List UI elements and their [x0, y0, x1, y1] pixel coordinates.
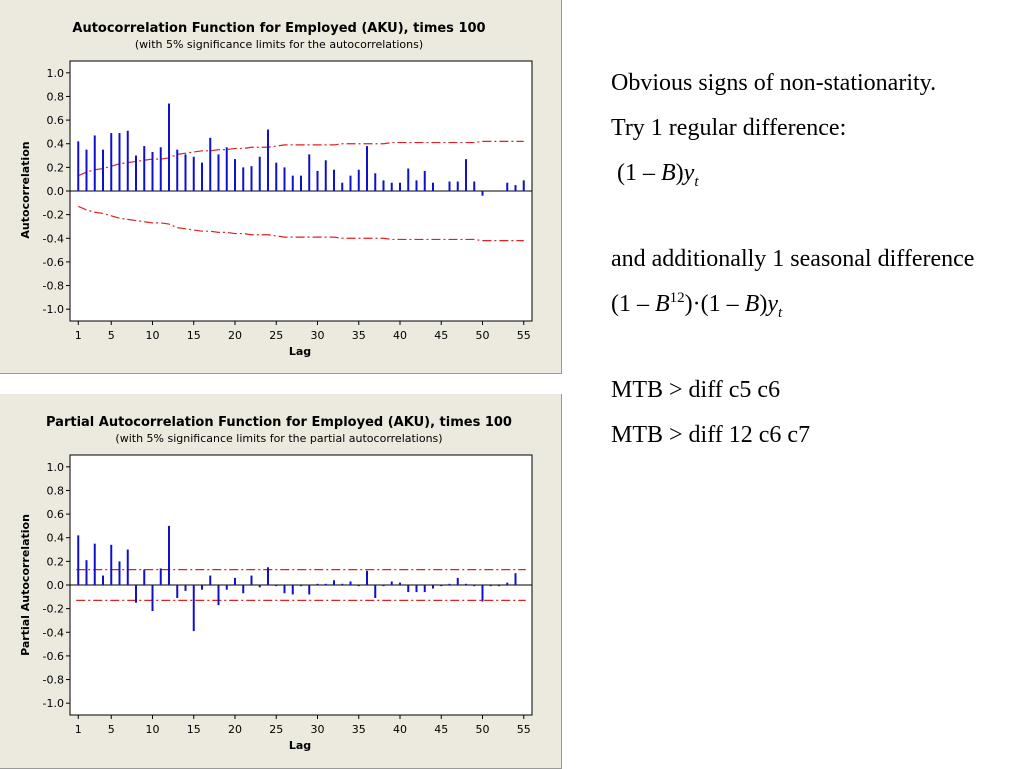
acf-lower-limit-line	[78, 205, 524, 242]
pacf-y-tick-label: -0.8	[43, 674, 64, 687]
acf-chart-panel: Autocorrelation Function for Employed (A…	[0, 0, 562, 374]
acf-y-tick-label: 0.6	[47, 114, 65, 127]
notes-panel: Obvious signs of non-stationarity. Try 1…	[611, 66, 1011, 463]
pacf-y-tick-label: -0.2	[43, 603, 64, 616]
regular-difference-text: Try 1 regular difference:	[611, 115, 847, 141]
pacf-x-tick-label: 25	[269, 723, 283, 736]
acf-x-tick-label: 30	[311, 329, 325, 342]
pacf-y-tick-label: -0.4	[43, 626, 64, 639]
pacf-x-tick-label: 5	[108, 723, 115, 736]
acf-x-tick-label: 20	[228, 329, 242, 342]
pacf-y-tick-label: 0.0	[47, 579, 65, 592]
regular-difference-formula: (1 – B)yt	[617, 160, 699, 190]
pacf-chart-title: Partial Autocorrelation Function for Emp…	[46, 415, 512, 430]
acf-x-axis-label: Lag	[289, 345, 311, 358]
pacf-x-tick-label: 55	[517, 723, 531, 736]
acf-x-tick-label: 10	[146, 329, 160, 342]
acf-y-tick-label: -0.2	[43, 209, 64, 222]
pacf-y-tick-label: -0.6	[43, 650, 64, 663]
acf-y-axis-label: Autocorrelation	[19, 141, 32, 238]
acf-x-tick-label: 55	[517, 329, 531, 342]
acf-x-tick-label: 5	[108, 329, 115, 342]
acf-x-tick-label: 15	[187, 329, 201, 342]
seasonal-difference-text: and additionally 1 seasonal difference	[611, 246, 975, 272]
acf-y-tick-label: 0.0	[47, 185, 65, 198]
pacf-x-tick-label: 50	[476, 723, 490, 736]
pacf-y-tick-label: 0.8	[47, 484, 65, 497]
acf-y-tick-label: 0.4	[47, 138, 65, 151]
acf-y-tick-label: 1.0	[47, 67, 65, 80]
acf-x-tick-label: 25	[269, 329, 283, 342]
pacf-y-tick-label: -1.0	[43, 697, 64, 710]
pacf-x-tick-label: 20	[228, 723, 242, 736]
pacf-y-tick-label: 1.0	[47, 461, 65, 474]
acf-x-tick-label: 50	[476, 329, 490, 342]
pacf-y-tick-label: 0.2	[47, 555, 65, 568]
pacf-y-tick-label: 0.4	[47, 532, 65, 545]
acf-y-tick-label: -0.4	[43, 232, 64, 245]
pacf-x-tick-label: 10	[146, 723, 160, 736]
acf-y-tick-label: -1.0	[43, 303, 64, 316]
pacf-chart: Partial Autocorrelation Function for Emp…	[19, 415, 533, 752]
pacf-x-tick-label: 45	[434, 723, 448, 736]
pacf-y-axis-label: Partial Autocorrelation	[19, 514, 32, 656]
acf-x-tick-label: 45	[434, 329, 448, 342]
pacf-x-tick-label: 1	[75, 723, 82, 736]
pacf-x-tick-label: 15	[187, 723, 201, 736]
acf-x-tick-label: 1	[75, 329, 82, 342]
acf-y-tick-label: -0.6	[43, 256, 64, 269]
acf-y-tick-label: 0.2	[47, 161, 65, 174]
acf-x-tick-label: 35	[352, 329, 366, 342]
pacf-y-tick-label: 0.6	[47, 508, 65, 521]
pacf-x-tick-label: 35	[352, 723, 366, 736]
pacf-chart-subtitle: (with 5% significance limits for the par…	[115, 432, 442, 445]
pacf-x-tick-label: 30	[311, 723, 325, 736]
pacf-chart-panel: Partial Autocorrelation Function for Emp…	[0, 394, 562, 769]
seasonal-difference-formula: (1 – B12)·(1 – B)yt	[611, 290, 783, 321]
acf-chart-subtitle: (with 5% significance limits for the aut…	[135, 38, 423, 51]
acf-x-tick-label: 40	[393, 329, 407, 342]
acf-chart: Autocorrelation Function for Employed (A…	[19, 21, 533, 358]
acf-y-tick-label: -0.8	[43, 280, 64, 293]
observation-text: Obvious signs of non-stationarity.	[611, 70, 937, 96]
pacf-x-tick-label: 40	[393, 723, 407, 736]
pacf-x-axis-label: Lag	[289, 739, 311, 752]
minitab-command-2: MTB > diff 12 c6 c7	[611, 422, 811, 448]
acf-y-tick-label: 0.8	[47, 90, 65, 103]
minitab-command-1: MTB > diff c5 c6	[611, 377, 781, 403]
acf-chart-title: Autocorrelation Function for Employed (A…	[72, 21, 485, 36]
